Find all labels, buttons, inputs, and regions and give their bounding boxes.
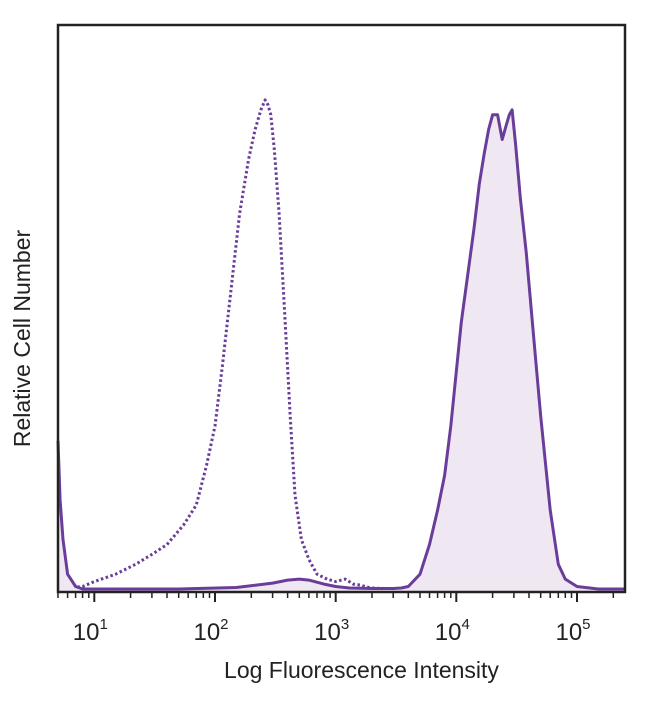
x-tick-label-exponent: 3: [341, 616, 349, 633]
x-tick-label: 103: [314, 616, 349, 646]
x-tick-label-base: 10: [73, 619, 100, 646]
x-tick-label-exponent: 1: [99, 616, 107, 633]
x-tick-label-base: 10: [435, 619, 462, 646]
x-axis-ticks: 101 102 103 104 105: [57, 592, 615, 646]
x-axis-title: Log Fluorescence Intensity: [224, 657, 499, 683]
x-tick-label-exponent: 2: [220, 616, 228, 633]
plot-frame: [56, 23, 627, 594]
x-tick-label: 102: [193, 616, 228, 646]
x-tick-label-exponent: 4: [461, 616, 469, 633]
x-tick-label: 101: [73, 616, 108, 646]
plot-area: [56, 98, 625, 592]
x-tick-label: 104: [435, 616, 470, 646]
x-tick-label-base: 10: [314, 619, 341, 646]
series-line-stained: [56, 108, 625, 591]
x-tick-label-exponent: 5: [582, 616, 590, 633]
series-line-control: [57, 98, 409, 591]
y-axis-title: Relative Cell Number: [9, 230, 35, 448]
series-fill-stained: [58, 109, 625, 592]
x-tick-label: 105: [555, 616, 590, 646]
x-tick-label-base: 10: [193, 619, 220, 646]
x-tick-label-base: 10: [555, 619, 582, 646]
